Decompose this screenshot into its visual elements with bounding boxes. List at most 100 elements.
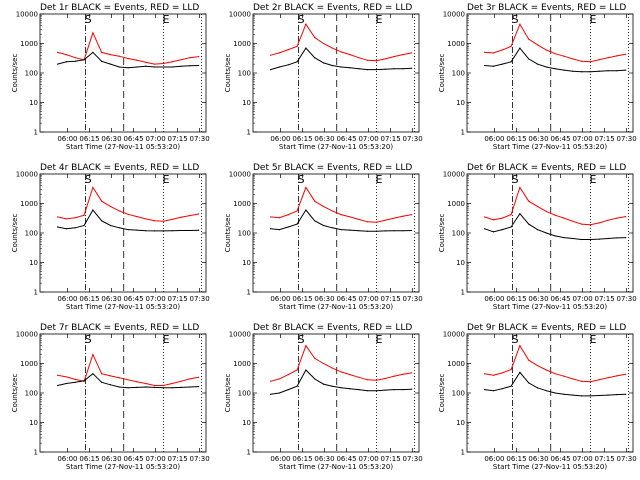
lld-data-point [198, 55, 200, 58]
end-marker: E [375, 173, 382, 186]
start-marker: S [298, 173, 305, 186]
lld-data-point [519, 345, 521, 347]
events-data-point [305, 47, 307, 49]
events-data-point [153, 230, 156, 232]
lld-data-point [411, 214, 413, 216]
detector-panel-4: Det 4r BLACK = Events, RED = LLD 1 10 100 10… [11, 163, 210, 311]
panel-title: Det 7r BLACK = Events, RED = LLD [40, 323, 199, 333]
lld-data-point [296, 45, 298, 47]
events-data-point [171, 230, 173, 232]
lld-data-point [109, 375, 112, 377]
lld-data-point [322, 205, 325, 207]
events-data-point [331, 385, 333, 387]
lld-data-point [270, 54, 272, 56]
lld-data-point [136, 215, 138, 218]
lld-data-point [528, 38, 530, 40]
y-tick-label: 1000 [233, 200, 251, 208]
lld-data-point [74, 57, 76, 59]
lld-data-point [65, 376, 68, 378]
x-tick-label: 06:30 [101, 455, 121, 463]
y-tick-label: 1000 [20, 40, 38, 48]
y-tick-label: 1000 [233, 360, 251, 368]
lld-data-point [580, 380, 583, 382]
x-tick-label: 06:30 [528, 135, 548, 143]
events-data-point [402, 68, 404, 70]
y-axis-label: Counts/sec [438, 214, 446, 253]
lld-data-point [340, 214, 342, 216]
events-data-point [528, 382, 530, 384]
events-data-point [101, 220, 103, 222]
lld-data-point [145, 218, 147, 220]
events-data-point [278, 392, 281, 394]
plot-frame [252, 173, 420, 293]
lld-series-line [270, 344, 412, 382]
lld-data-point [484, 51, 486, 53]
x-axis-label: Start Time (27-Nov-11 05:53:20) [493, 463, 607, 471]
lld-data-point [554, 53, 556, 55]
events-data-point [484, 389, 486, 391]
events-data-point [554, 68, 556, 70]
events-data-point [127, 67, 129, 69]
events-data-point [270, 393, 272, 395]
lld-data-point [393, 375, 395, 377]
y-tick-label: 10000 [16, 171, 38, 179]
events-series-line [57, 209, 199, 232]
lld-data-point [393, 217, 395, 219]
events-data-point [270, 69, 272, 71]
y-tick-label: 10 [456, 419, 465, 427]
x-tick-label: 06:00 [57, 135, 77, 143]
x-tick-label: 07:00 [358, 455, 378, 463]
events-data-point [287, 389, 289, 391]
events-data-point [145, 230, 147, 232]
events-data-point [270, 228, 272, 230]
lld-data-point [153, 220, 156, 222]
events-data-point [287, 64, 289, 66]
x-tick-label: 06:30 [101, 295, 121, 303]
lld-data-point [314, 200, 316, 202]
y-tick-label: 100 [452, 230, 465, 238]
events-data-point [563, 69, 565, 71]
y-tick-label: 10 [29, 259, 38, 267]
y-tick-label: 1000 [20, 200, 38, 208]
lld-data-point [287, 49, 289, 51]
y-tick-label: 1 [461, 129, 465, 137]
x-tick-label: 06:15 [79, 295, 99, 303]
lld-data-point [572, 378, 574, 380]
events-data-point [411, 388, 413, 390]
events-data-point [393, 68, 395, 70]
y-tick-label: 1 [34, 449, 38, 457]
events-data-point [572, 394, 574, 396]
lld-data-point [153, 384, 156, 387]
lld-data-point [65, 218, 68, 220]
x-axis-label: Start Time (27-Nov-11 05:53:20) [66, 303, 180, 311]
events-data-point [145, 65, 147, 67]
lld-data-point [510, 45, 512, 47]
events-data-point [57, 384, 59, 387]
y-tick-label: 100 [238, 70, 251, 78]
events-data-point [127, 229, 129, 231]
events-data-point [492, 65, 495, 67]
lld-data-point [118, 210, 120, 212]
x-tick-label: 06:30 [528, 455, 548, 463]
lld-data-point [349, 54, 351, 56]
x-tick-label: 07:00 [358, 295, 378, 303]
events-data-point [198, 64, 200, 67]
events-data-point [519, 213, 521, 215]
events-data-point [198, 385, 200, 388]
lld-data-point [57, 374, 59, 376]
x-tick-label: 06:30 [528, 295, 548, 303]
detector-panel-2: Det 2r BLACK = Events, RED = LLD 1 10 100 10… [224, 3, 423, 151]
detector-panel-8: Det 8r BLACK = Events, RED = LLD 1 10 100 10… [224, 323, 423, 471]
events-data-point [358, 68, 360, 70]
x-tick-label: 07:30 [403, 295, 423, 303]
y-tick-label: 1 [247, 289, 251, 297]
lld-data-point [384, 58, 386, 60]
plot-frame [252, 13, 420, 133]
start-marker: S [298, 333, 305, 346]
events-data-point [92, 51, 94, 53]
lld-data-point [589, 224, 591, 226]
x-tick-label: 06:15 [506, 295, 526, 303]
lld-data-point [545, 49, 547, 51]
x-tick-label: 06:30 [314, 135, 334, 143]
lld-data-point [180, 216, 182, 218]
